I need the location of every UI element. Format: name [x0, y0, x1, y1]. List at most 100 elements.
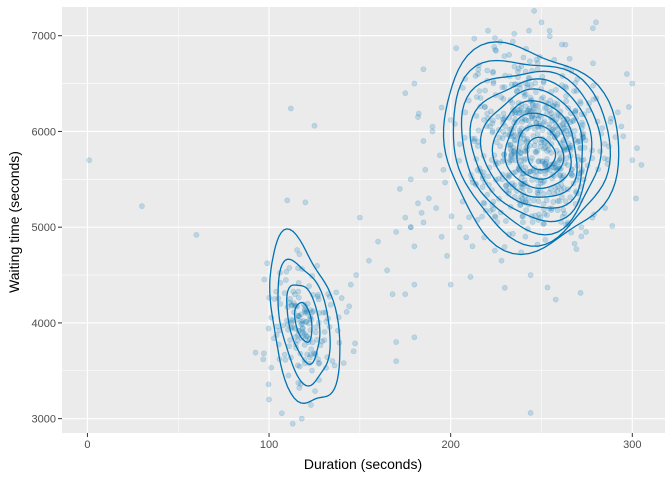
data-point [314, 291, 321, 298]
x-tick-label: 200 [442, 439, 460, 451]
data-point [471, 35, 478, 42]
data-point [492, 214, 499, 220]
data-point [544, 148, 550, 154]
data-point [521, 177, 528, 184]
data-point [296, 363, 303, 370]
data-point [473, 113, 480, 119]
data-point [86, 157, 93, 164]
data-point [557, 150, 563, 157]
data-point [302, 199, 309, 206]
data-point [506, 51, 513, 58]
contour-line [277, 258, 331, 387]
data-point [507, 142, 514, 149]
data-point [599, 125, 606, 131]
data-point [522, 91, 529, 98]
data-point [529, 115, 535, 121]
data-point [294, 362, 301, 369]
data-point [517, 85, 523, 91]
data-point [501, 53, 508, 59]
data-point [509, 230, 516, 237]
data-point [544, 212, 550, 218]
data-point [316, 359, 323, 366]
data-point [340, 360, 347, 366]
data-point [271, 296, 278, 302]
contour-line [442, 41, 620, 256]
y-axis: 3000 4000 5000 6000 7000 [32, 31, 62, 426]
data-point [518, 184, 525, 191]
data-point [308, 346, 315, 352]
data-point [295, 379, 302, 386]
data-point [532, 80, 539, 86]
data-point [420, 66, 427, 73]
data-point [510, 148, 517, 155]
data-point [577, 98, 583, 105]
data-point [608, 115, 614, 122]
data-point [521, 157, 528, 163]
data-point [560, 172, 567, 179]
data-point [285, 372, 292, 379]
data-point [471, 138, 478, 145]
data-point [553, 167, 560, 174]
data-point [290, 324, 296, 331]
data-point [300, 329, 306, 336]
data-point [303, 333, 310, 340]
data-point [542, 236, 549, 243]
data-point [515, 110, 522, 117]
data-point [473, 94, 480, 100]
data-point [597, 148, 604, 155]
data-point [307, 354, 313, 361]
data-point [525, 117, 532, 124]
data-point [540, 79, 547, 86]
data-point [590, 96, 597, 103]
data-point [407, 224, 414, 231]
data-point [329, 358, 336, 364]
data-point [499, 135, 506, 142]
data-point [537, 180, 544, 187]
data-point [438, 233, 445, 240]
data-point [481, 200, 488, 207]
data-point [583, 229, 589, 235]
data-point [290, 300, 297, 306]
data-point [501, 84, 508, 91]
data-point [491, 247, 498, 254]
data-point [296, 251, 303, 258]
data-point [475, 66, 482, 73]
data-point [569, 172, 575, 179]
data-point [411, 80, 418, 87]
data-point [517, 158, 524, 164]
data-point [559, 194, 565, 200]
data-point [530, 106, 537, 112]
data-point [331, 362, 338, 369]
data-point [511, 30, 518, 37]
data-point [519, 185, 526, 192]
data-point [484, 67, 491, 74]
data-point [527, 272, 534, 278]
data-point [520, 167, 527, 174]
data-point [471, 135, 478, 142]
data-point [548, 110, 555, 117]
data-point [311, 122, 318, 129]
data-point [533, 149, 540, 156]
data-point [534, 189, 541, 196]
data-point [477, 95, 484, 101]
data-point [536, 158, 542, 164]
data-point [288, 302, 295, 309]
data-point [534, 130, 541, 137]
data-point [634, 145, 640, 152]
data-point [338, 295, 345, 301]
data-point [503, 182, 510, 189]
data-point [301, 308, 308, 314]
data-point [393, 358, 400, 365]
data-point [456, 224, 463, 231]
data-point [518, 193, 525, 200]
data-point [290, 288, 297, 295]
data-point [524, 136, 531, 142]
data-point [485, 173, 492, 180]
data-point [415, 114, 421, 120]
data-point [320, 309, 327, 316]
data-point [352, 340, 358, 347]
data-point [139, 203, 145, 210]
data-point [296, 313, 303, 319]
data-point [472, 73, 479, 79]
data-point [602, 205, 608, 211]
